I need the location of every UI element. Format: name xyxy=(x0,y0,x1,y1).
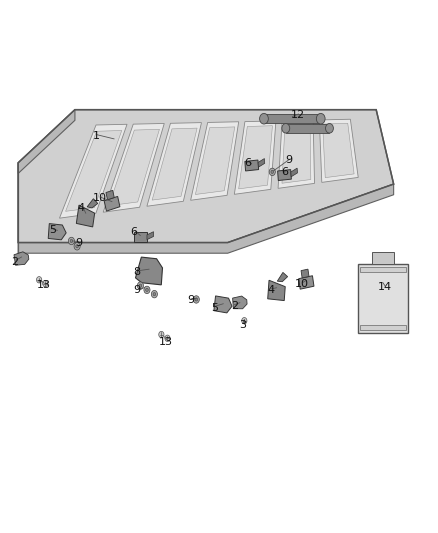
Polygon shape xyxy=(18,110,394,243)
Text: 10: 10 xyxy=(295,279,309,288)
Circle shape xyxy=(42,280,48,287)
Circle shape xyxy=(159,332,164,338)
Polygon shape xyxy=(264,115,321,123)
Text: 3: 3 xyxy=(240,320,247,330)
Polygon shape xyxy=(135,257,162,285)
Polygon shape xyxy=(152,128,197,200)
Text: 6: 6 xyxy=(131,227,138,237)
Polygon shape xyxy=(14,252,29,265)
Polygon shape xyxy=(291,168,297,177)
Text: 9: 9 xyxy=(133,286,141,295)
Circle shape xyxy=(139,284,142,287)
Polygon shape xyxy=(278,120,314,188)
Polygon shape xyxy=(323,123,354,177)
Text: 4: 4 xyxy=(268,286,275,295)
Text: 12: 12 xyxy=(290,110,305,120)
Polygon shape xyxy=(278,169,291,181)
Polygon shape xyxy=(66,131,122,211)
Polygon shape xyxy=(48,224,66,240)
Text: 4: 4 xyxy=(78,203,85,213)
Text: 14: 14 xyxy=(378,282,392,292)
Polygon shape xyxy=(76,205,95,227)
Polygon shape xyxy=(103,124,164,212)
Circle shape xyxy=(260,114,268,124)
Circle shape xyxy=(165,335,170,342)
Polygon shape xyxy=(372,252,394,264)
Circle shape xyxy=(325,124,333,133)
Circle shape xyxy=(138,282,144,289)
Circle shape xyxy=(36,277,42,283)
Text: 8: 8 xyxy=(133,267,141,277)
Polygon shape xyxy=(134,232,147,242)
Circle shape xyxy=(146,288,148,292)
Text: 1: 1 xyxy=(93,131,100,141)
Circle shape xyxy=(269,168,276,175)
Polygon shape xyxy=(60,124,127,218)
Text: 2: 2 xyxy=(11,257,18,267)
Circle shape xyxy=(74,243,80,250)
Polygon shape xyxy=(299,276,314,289)
Polygon shape xyxy=(214,296,232,313)
Text: 6: 6 xyxy=(281,167,288,177)
Text: 9: 9 xyxy=(75,238,82,247)
Circle shape xyxy=(153,293,155,296)
Circle shape xyxy=(195,298,198,301)
Polygon shape xyxy=(106,190,114,200)
Circle shape xyxy=(151,290,157,298)
Text: 2: 2 xyxy=(231,301,238,311)
Polygon shape xyxy=(239,126,272,189)
Polygon shape xyxy=(109,130,159,206)
Polygon shape xyxy=(234,121,276,195)
Polygon shape xyxy=(319,119,358,182)
Polygon shape xyxy=(233,296,247,309)
Text: 10: 10 xyxy=(93,193,107,204)
Polygon shape xyxy=(360,325,406,330)
Polygon shape xyxy=(258,158,265,167)
Polygon shape xyxy=(191,122,239,200)
Polygon shape xyxy=(286,124,329,133)
Polygon shape xyxy=(245,160,258,171)
Text: 6: 6 xyxy=(244,158,251,168)
Polygon shape xyxy=(147,232,153,240)
Circle shape xyxy=(282,124,290,133)
Polygon shape xyxy=(18,110,75,173)
Polygon shape xyxy=(357,264,408,333)
Circle shape xyxy=(144,286,150,294)
Polygon shape xyxy=(104,197,120,211)
Circle shape xyxy=(76,245,78,248)
Circle shape xyxy=(68,237,74,245)
Circle shape xyxy=(193,296,199,303)
Polygon shape xyxy=(268,280,285,301)
Circle shape xyxy=(242,318,247,324)
Polygon shape xyxy=(360,266,406,272)
Text: 9: 9 xyxy=(187,295,194,305)
Polygon shape xyxy=(277,272,288,281)
Polygon shape xyxy=(87,199,98,208)
Circle shape xyxy=(316,114,325,124)
Text: 5: 5 xyxy=(49,225,56,236)
Polygon shape xyxy=(147,123,201,206)
Polygon shape xyxy=(18,184,394,253)
Polygon shape xyxy=(195,127,235,195)
Circle shape xyxy=(271,170,274,173)
Polygon shape xyxy=(301,269,309,278)
Text: 9: 9 xyxy=(285,155,293,165)
Polygon shape xyxy=(282,125,311,183)
Circle shape xyxy=(70,239,73,243)
Text: 13: 13 xyxy=(36,280,50,290)
Text: 13: 13 xyxy=(159,337,173,347)
Text: 5: 5 xyxy=(211,303,218,313)
